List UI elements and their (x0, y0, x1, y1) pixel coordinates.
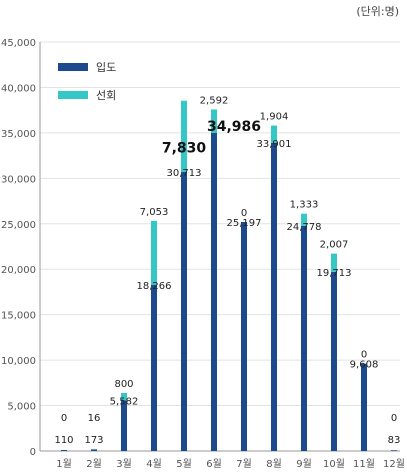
bar-entry-11 (361, 363, 367, 451)
bar-cruise-5 (181, 100, 187, 172)
bar-entry-5 (181, 171, 187, 451)
data-label-entry: 173 (84, 435, 103, 446)
data-label-entry: 30,713 (167, 168, 202, 179)
bar-entry-7 (241, 221, 247, 451)
data-label-entry: 34,986 (207, 119, 261, 135)
bar-entry-6 (211, 133, 217, 452)
data-label-entry: 9,608 (350, 360, 379, 371)
data-label-entry: 24,778 (287, 222, 322, 233)
bar-entry-12 (391, 450, 397, 451)
bar-cruise-9 (301, 213, 307, 226)
bar-entry-2 (91, 449, 97, 451)
data-label-cruise: 2,592 (200, 95, 229, 106)
bar-cruise-6 (211, 109, 217, 134)
x-tick-label: 10월 (323, 458, 345, 470)
data-label-entry: 110 (54, 435, 73, 446)
y-tick-label: 0 (30, 447, 36, 458)
data-label-entry: 19,713 (317, 268, 352, 279)
legend-label-cruise: 선회 (96, 89, 116, 102)
x-tick-label: 1월 (56, 458, 72, 470)
y-tick-label: 35,000 (1, 129, 36, 140)
bar-entry-10 (331, 271, 337, 451)
bar-entry-4 (151, 284, 157, 451)
x-tick-label: 4월 (146, 458, 162, 470)
y-tick-label: 5,000 (7, 402, 36, 413)
data-label-cruise: 0 (241, 208, 247, 219)
bar-cruise-10 (331, 253, 337, 272)
data-label-cruise: 0 (391, 413, 397, 424)
y-tick-label: 20,000 (1, 265, 36, 276)
bar-entry-9 (301, 225, 307, 451)
data-label-cruise: 0 (61, 413, 67, 424)
data-label-cruise: 2,007 (320, 240, 349, 251)
data-label-entry: 33,901 (257, 139, 292, 150)
bar-cruise-4 (151, 220, 157, 285)
x-tick-label: 3월 (116, 458, 132, 470)
y-tick-label: 30,000 (1, 174, 36, 185)
data-label-cruise: 800 (114, 379, 133, 390)
data-label-cruise: 1,333 (290, 200, 319, 211)
y-tick-label: 25,000 (1, 220, 36, 231)
data-label-entry: 83 (388, 435, 401, 446)
legend-label-entry: 입도 (96, 61, 116, 74)
x-tick-label: 7월 (236, 458, 252, 470)
x-tick-label: 12월 (383, 458, 405, 470)
data-label-cruise: 0 (361, 350, 367, 361)
data-label-entry: 25,197 (227, 218, 262, 229)
x-tick-label: 11월 (353, 458, 375, 470)
unit-label: (단위:명) (356, 5, 399, 18)
data-label-cruise: 16 (88, 413, 101, 424)
data-label-cruise: 1,904 (260, 112, 289, 123)
bar-entry-1 (61, 450, 67, 451)
x-tick-label: 5월 (176, 458, 192, 470)
y-tick-label: 45,000 (1, 38, 36, 49)
bar-cruise-3 (121, 392, 127, 401)
data-label-entry: 18,266 (137, 281, 172, 292)
data-label-cruise: 7,830 (162, 141, 207, 157)
bar-entry-3 (121, 400, 127, 451)
x-tick-label: 8월 (266, 458, 282, 470)
x-tick-label: 9월 (296, 458, 312, 470)
bar-cruise-8 (271, 125, 277, 143)
bar-entry-8 (271, 142, 277, 452)
x-tick-label: 2월 (86, 458, 102, 470)
y-tick-label: 40,000 (1, 83, 36, 94)
data-label-entry: 5,582 (110, 396, 139, 407)
data-label-cruise: 7,053 (140, 207, 169, 218)
y-tick-label: 10,000 (1, 356, 36, 367)
legend-swatch-cruise (58, 91, 88, 99)
x-tick-label: 6월 (206, 458, 222, 470)
legend-swatch-entry (58, 63, 88, 71)
y-tick-label: 15,000 (1, 311, 36, 322)
